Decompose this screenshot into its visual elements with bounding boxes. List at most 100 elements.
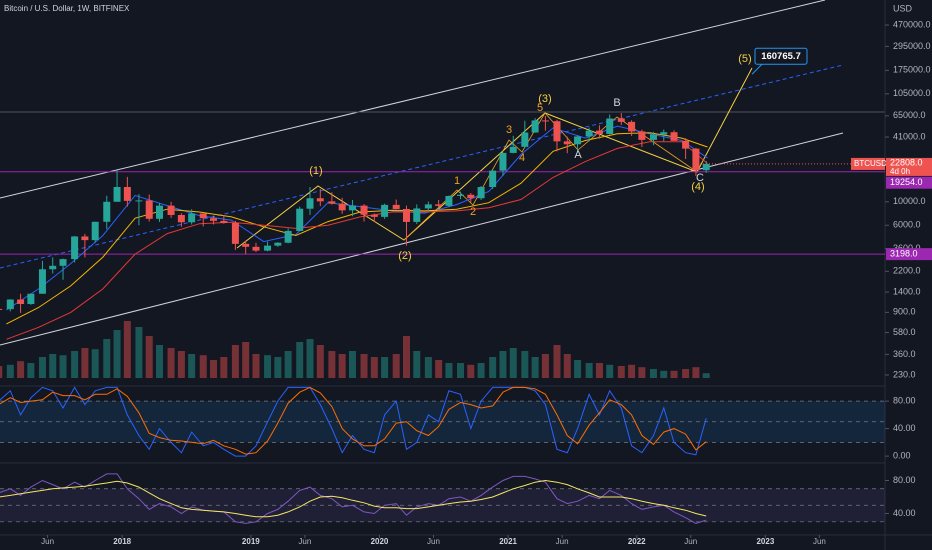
- candle-body: [595, 130, 603, 134]
- x-tick-label: 2022: [628, 537, 646, 546]
- volume-bar: [563, 354, 571, 378]
- candle-body: [563, 141, 571, 145]
- candle-body: [702, 163, 710, 171]
- candle-body: [145, 200, 153, 219]
- candle-body: [413, 208, 421, 222]
- candle-body: [113, 186, 121, 202]
- volume-bar: [59, 355, 67, 378]
- candle-body: [553, 121, 561, 142]
- volume-bar: [17, 361, 25, 378]
- wave-label: (1): [309, 165, 322, 177]
- x-tick-label: Jun: [556, 537, 569, 546]
- volume-bar: [457, 363, 465, 378]
- wave-label: (3): [538, 93, 551, 105]
- volume-bar: [135, 327, 143, 378]
- volume-bar: [370, 357, 378, 378]
- y-tick-label: 80.00: [893, 396, 916, 406]
- x-tick-label: Jun: [298, 537, 311, 546]
- candle-body: [424, 204, 432, 209]
- volume-bar: [553, 345, 561, 378]
- y-tick-label: 470000.0: [893, 19, 931, 29]
- volume-bar: [702, 373, 710, 378]
- candle-body: [274, 242, 282, 246]
- candle-body: [531, 120, 539, 133]
- candle-body: [135, 200, 143, 202]
- candle-body: [6, 299, 14, 310]
- last-price-box: [886, 157, 932, 176]
- volume-bar: [274, 357, 282, 378]
- x-tick-label: Jun: [813, 537, 826, 546]
- candle-body: [445, 195, 453, 206]
- y-tick-label: 0.00: [893, 451, 911, 461]
- wave-label: (4): [691, 181, 704, 193]
- x-tick-label: 2018: [113, 537, 131, 546]
- volume-bar: [348, 351, 356, 378]
- volume-bar: [167, 348, 175, 378]
- wave-label: C: [696, 172, 704, 184]
- candle-body: [649, 134, 657, 140]
- volume-bar: [467, 364, 475, 378]
- volume-bar: [6, 364, 14, 378]
- volume-bar: [81, 348, 89, 378]
- volume-bar: [338, 354, 346, 378]
- channel-upper: [0, 0, 826, 199]
- candle-body: [521, 132, 529, 147]
- candle-body: [392, 204, 400, 209]
- volume-bar: [27, 363, 35, 378]
- target-label: 160765.7: [761, 51, 801, 62]
- volume-bar: [392, 354, 400, 378]
- indicator-line: [0, 386, 707, 455]
- wave-label: (5): [738, 53, 751, 65]
- volume-bar: [103, 339, 111, 378]
- candle-body: [242, 243, 250, 247]
- indicator-line: [0, 479, 707, 518]
- candle-body: [17, 299, 25, 304]
- candle-body: [467, 194, 475, 199]
- candle-body: [574, 136, 582, 145]
- volume-bar: [660, 370, 668, 378]
- volume-bar: [692, 367, 700, 378]
- volume-bar: [541, 354, 549, 378]
- candle-body: [328, 201, 336, 204]
- candle-body: [231, 223, 239, 244]
- candle-body: [38, 269, 46, 294]
- x-tick-label: Jun: [427, 537, 440, 546]
- x-tick-label: 2023: [756, 537, 774, 546]
- candle-body: [59, 259, 67, 266]
- last-price-name-box: [851, 157, 885, 170]
- currency-label: USD: [893, 3, 913, 13]
- volume-bar: [199, 355, 207, 378]
- target-box: [754, 47, 808, 65]
- last-price-countdown: 4d 0h: [890, 167, 910, 176]
- y-tick-label: 105000.0: [893, 88, 931, 98]
- volume-bar: [71, 351, 79, 378]
- volume-bar: [574, 360, 582, 378]
- x-tick-label: 2020: [371, 537, 389, 546]
- volume-bar: [595, 363, 603, 378]
- y-tick-label: 295000.0: [893, 41, 931, 51]
- candle-body: [360, 205, 368, 215]
- y-tick-label: 360.0: [893, 349, 916, 359]
- candle-body: [585, 130, 593, 137]
- volume-bar: [177, 351, 185, 378]
- volume-bar: [413, 351, 421, 378]
- volume-bar: [145, 336, 153, 378]
- volume-bar: [670, 370, 678, 378]
- volume-bar: [328, 351, 336, 378]
- volume-bar: [638, 367, 646, 378]
- candle-body: [370, 214, 378, 217]
- volume-bar: [477, 363, 485, 378]
- volume-bar: [499, 351, 507, 378]
- candle-body: [177, 214, 185, 223]
- volume-bar: [123, 321, 131, 378]
- target-pointer: [751, 63, 763, 75]
- volume-bar: [628, 364, 636, 378]
- volume-bar: [242, 342, 250, 378]
- candle-body: [71, 236, 79, 260]
- volume-bar: [0, 366, 3, 378]
- wave-main: [236, 67, 753, 249]
- candle-body: [81, 236, 89, 241]
- y-tick-label: 230.0: [893, 369, 916, 379]
